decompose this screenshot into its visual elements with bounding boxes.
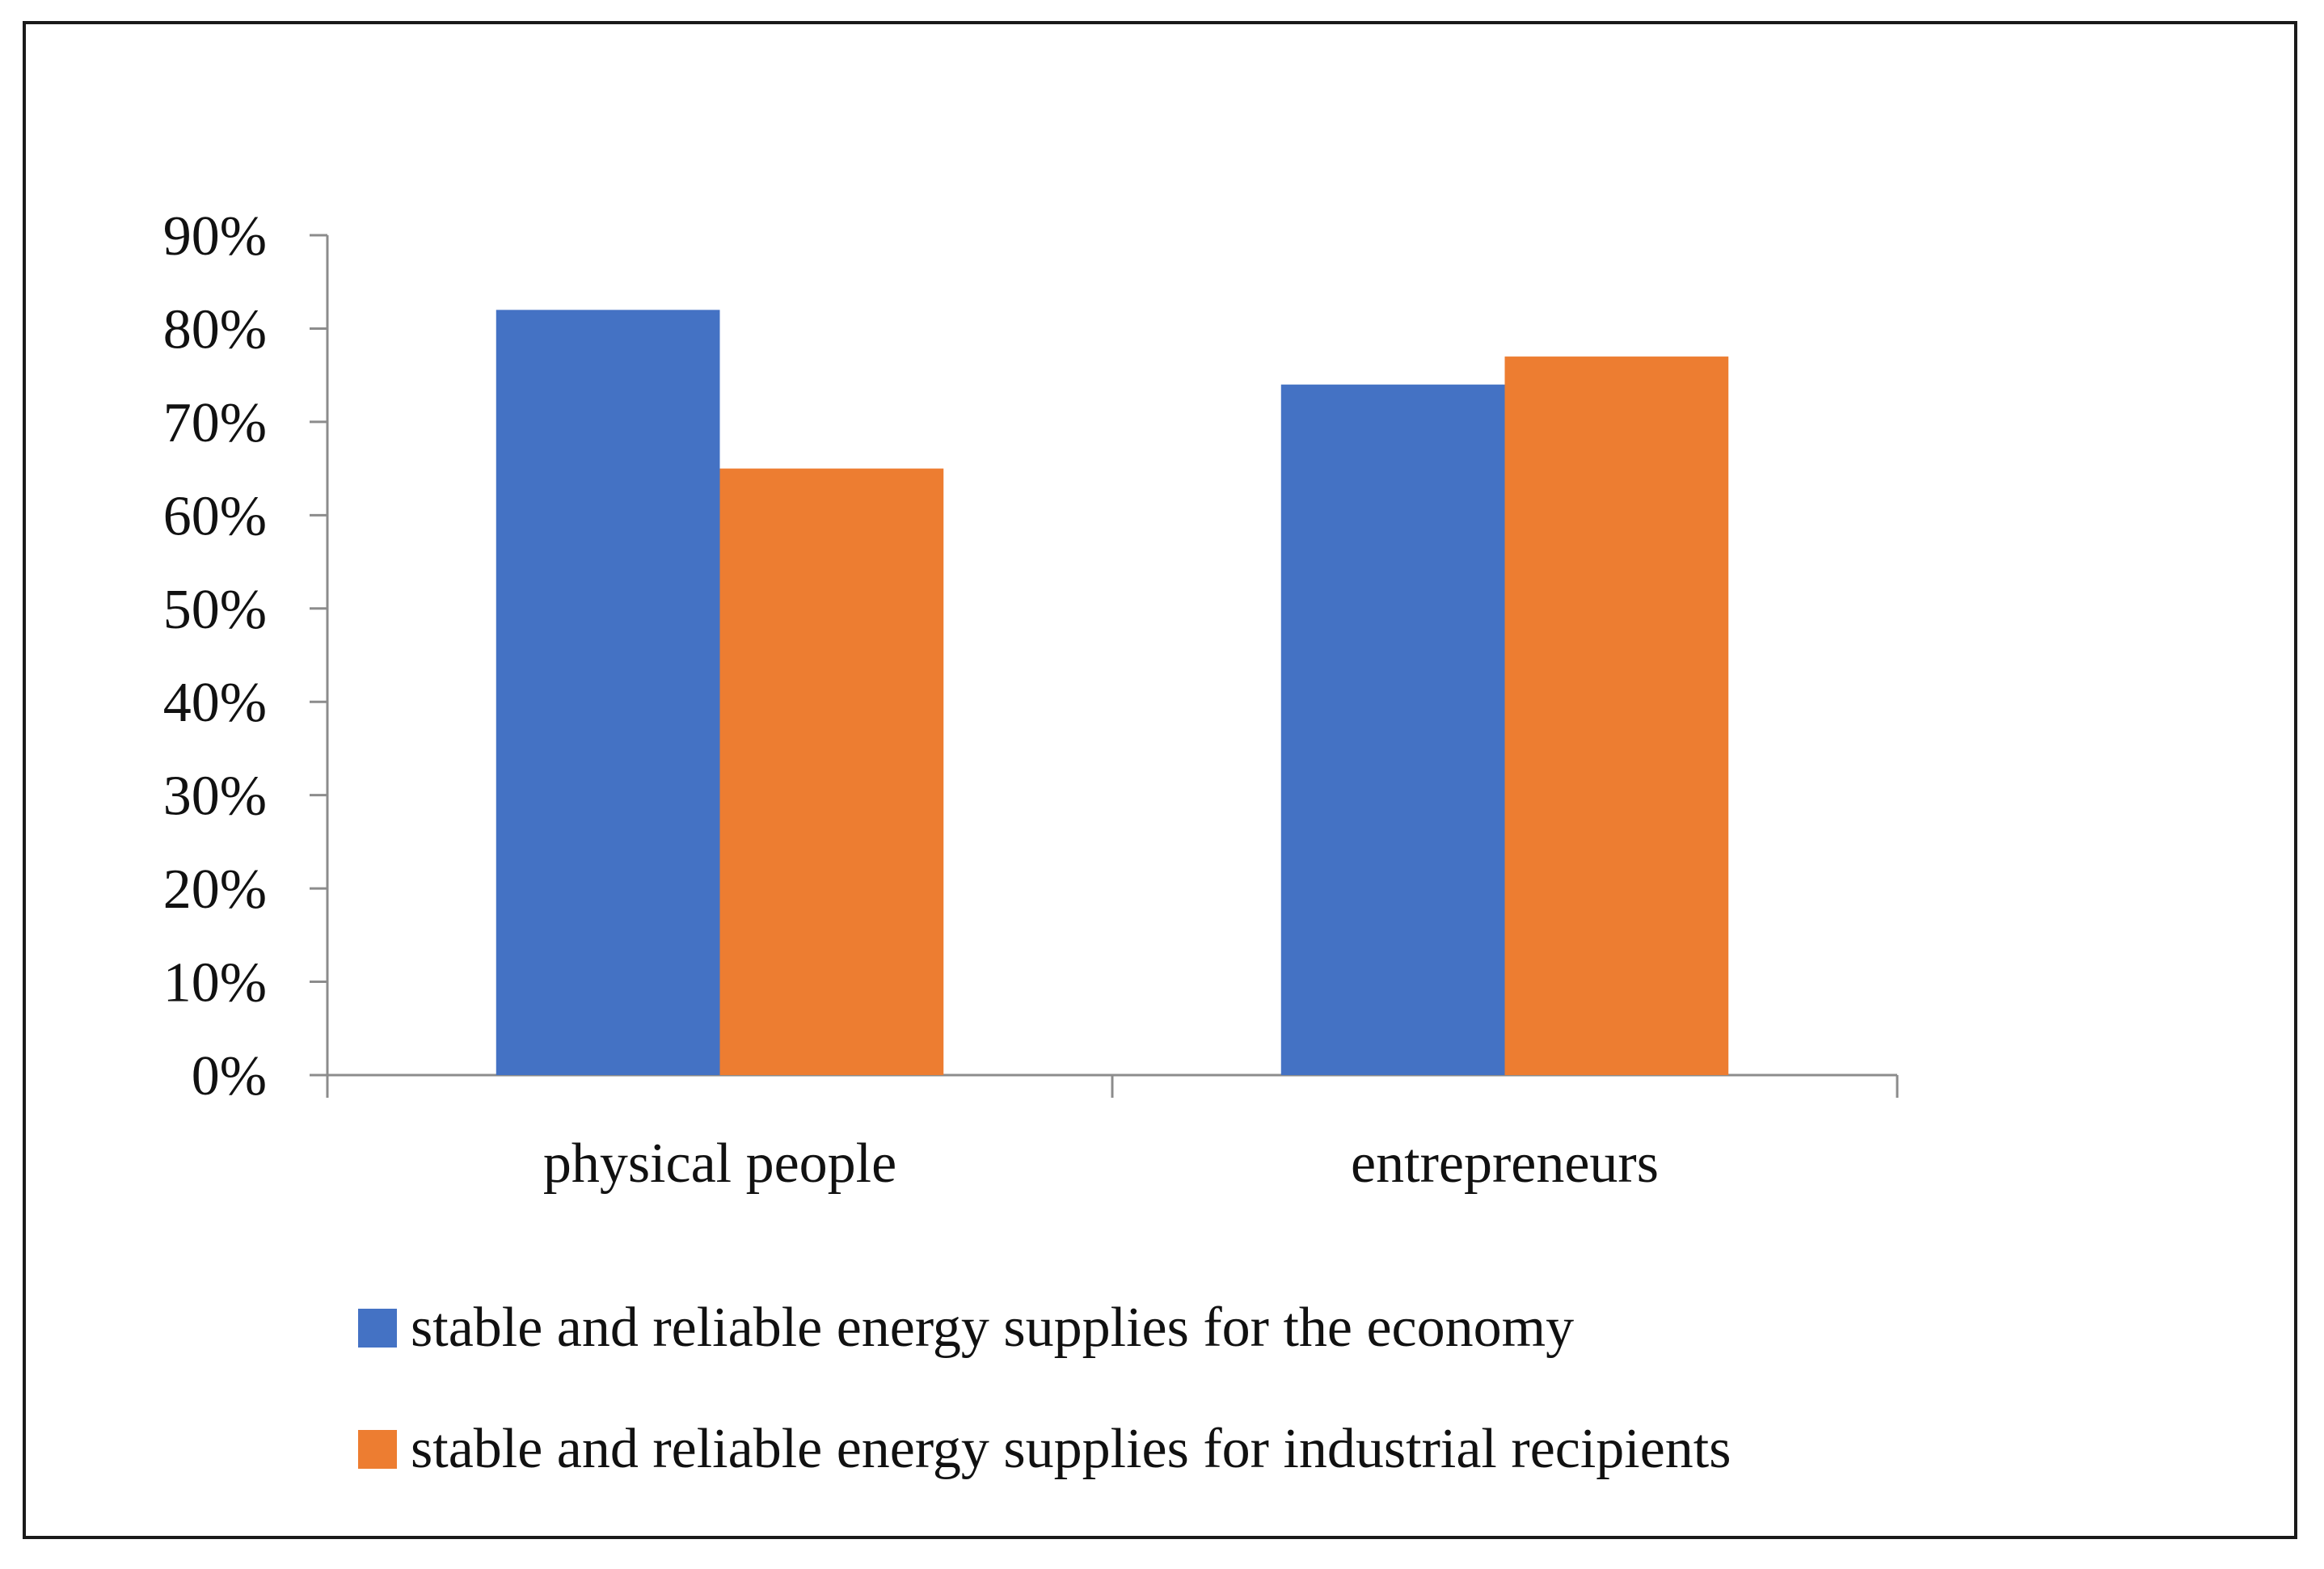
y-tick-label: 40% [163,672,267,734]
y-tick-label: 90% [163,205,267,268]
y-tick-label: 60% [163,485,267,547]
bar-industrial-1 [1504,356,1729,1076]
y-tick-label: 0% [192,1045,267,1107]
chart-frame [23,21,2297,1539]
y-tick-label: 50% [163,579,267,641]
legend: stable and reliable energy supplies for … [358,1297,1731,1480]
y-tick-label: 10% [163,952,267,1014]
bar-economy-1 [1280,384,1505,1075]
bar-industrial-0 [719,468,944,1075]
x-category-label: entrepreneurs [1351,1132,1659,1195]
legend-label: stable and reliable energy supplies for … [411,1297,1574,1359]
bar-economy-0 [496,310,720,1075]
legend-swatch [358,1309,397,1348]
legend-swatch [358,1430,397,1469]
bars [496,310,1729,1076]
legend-label: stable and reliable energy supplies for … [411,1418,1731,1480]
y-tick-label: 30% [163,766,267,828]
x-axis: physical people entrepreneurs [326,1073,1899,1195]
y-tick-label: 80% [163,298,267,361]
y-axis: 0% 10% 20% 30% 40% 50% 60% 70% 80% 90% [163,205,329,1107]
y-tick-label: 70% [163,392,267,454]
x-category-label: physical people [543,1132,896,1195]
y-tick-label: 20% [163,858,267,921]
